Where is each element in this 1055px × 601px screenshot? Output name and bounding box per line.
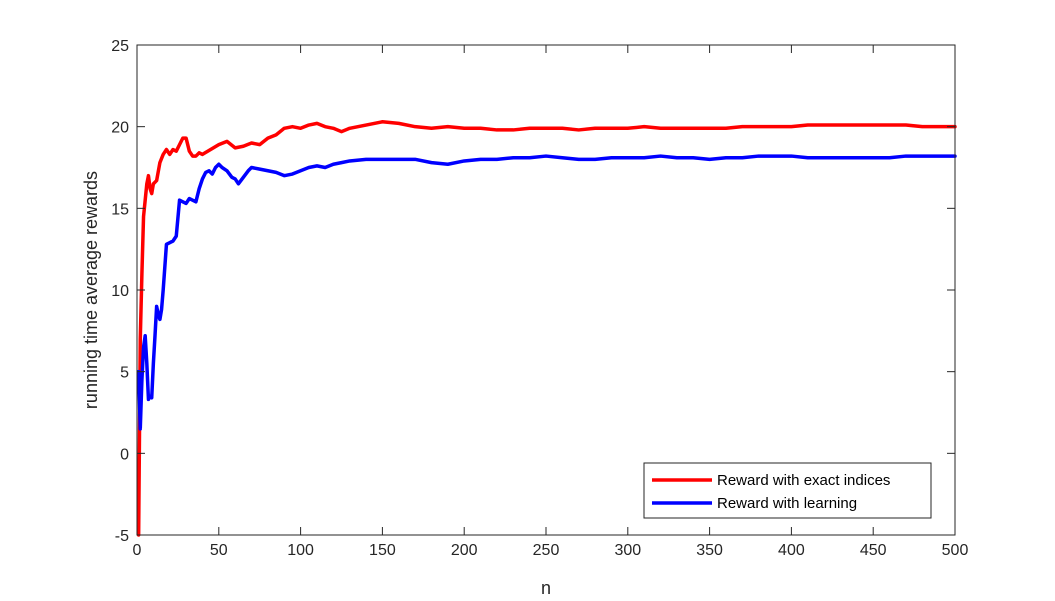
x-axis: 0 50 100 150 200 250 300 350 400 450 500 bbox=[133, 45, 969, 559]
y-tick-label: -5 bbox=[115, 528, 129, 545]
y-tick-label: 10 bbox=[111, 283, 129, 300]
x-tick-label: 200 bbox=[451, 542, 478, 559]
y-tick-label: 15 bbox=[111, 201, 129, 218]
x-tick-label: 350 bbox=[696, 542, 723, 559]
series-line-1 bbox=[136, 120, 957, 537]
x-tick-label: 100 bbox=[287, 542, 314, 559]
legend-entry-2: Reward with learning bbox=[717, 495, 857, 512]
x-tick-label: 0 bbox=[133, 542, 142, 559]
x-tick-label: 150 bbox=[369, 542, 396, 559]
x-tick-label: 400 bbox=[778, 542, 805, 559]
x-tick-label: 300 bbox=[614, 542, 641, 559]
plot-area bbox=[136, 44, 957, 537]
legend-entry-1: Reward with exact indices bbox=[717, 472, 890, 489]
series-layer bbox=[136, 120, 957, 537]
x-axis-label: n bbox=[541, 578, 551, 598]
x-tick-label: 500 bbox=[942, 542, 969, 559]
y-tick-label: 20 bbox=[111, 120, 129, 137]
x-tick-label: 450 bbox=[860, 542, 887, 559]
x-tick-label: 250 bbox=[533, 542, 560, 559]
y-tick-label: 25 bbox=[111, 38, 129, 55]
legend-box bbox=[643, 462, 932, 519]
y-axis: -5 0 5 10 15 20 25 bbox=[111, 38, 955, 545]
y-tick-label: 0 bbox=[120, 446, 129, 463]
x-tick-label: 50 bbox=[210, 542, 228, 559]
legend: Reward with exact indices Reward with lea… bbox=[643, 462, 932, 519]
y-tick-label: 5 bbox=[120, 365, 129, 382]
series-line-2 bbox=[136, 154, 957, 431]
y-axis-label: running time average rewards bbox=[81, 171, 101, 409]
plot-background bbox=[137, 45, 955, 535]
